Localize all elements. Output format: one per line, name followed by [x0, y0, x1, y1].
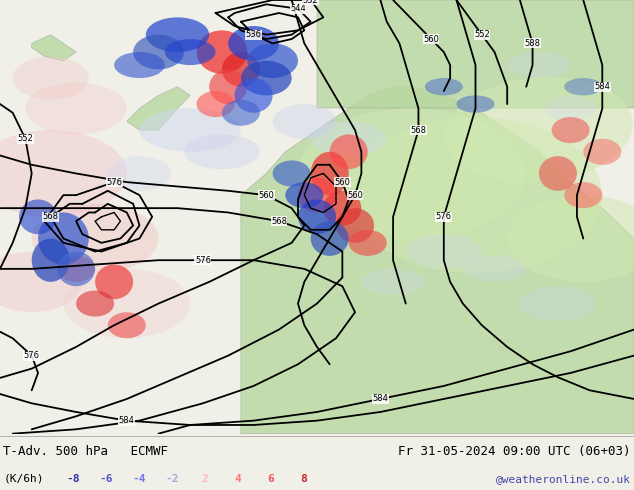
- Ellipse shape: [209, 70, 247, 104]
- Ellipse shape: [298, 199, 336, 234]
- Text: -4: -4: [132, 474, 146, 484]
- Text: 552: 552: [474, 30, 489, 39]
- Text: 8: 8: [301, 474, 307, 484]
- Ellipse shape: [108, 156, 171, 191]
- Ellipse shape: [273, 104, 336, 139]
- Ellipse shape: [146, 17, 209, 52]
- Text: 568: 568: [42, 212, 59, 221]
- Ellipse shape: [114, 52, 165, 78]
- Polygon shape: [317, 0, 634, 108]
- Ellipse shape: [311, 221, 349, 256]
- Text: -2: -2: [165, 474, 179, 484]
- Ellipse shape: [406, 234, 482, 269]
- Ellipse shape: [583, 139, 621, 165]
- Ellipse shape: [241, 61, 292, 96]
- Ellipse shape: [298, 108, 526, 239]
- Ellipse shape: [445, 77, 633, 183]
- Ellipse shape: [336, 208, 374, 243]
- Ellipse shape: [456, 96, 495, 113]
- Ellipse shape: [273, 160, 311, 187]
- Ellipse shape: [57, 256, 95, 282]
- Ellipse shape: [25, 82, 127, 134]
- Polygon shape: [241, 87, 634, 434]
- Ellipse shape: [139, 108, 241, 152]
- Text: 588: 588: [524, 39, 541, 48]
- Ellipse shape: [330, 134, 368, 169]
- Ellipse shape: [63, 269, 190, 338]
- Ellipse shape: [222, 100, 260, 126]
- Text: 552: 552: [303, 0, 318, 4]
- Ellipse shape: [552, 117, 590, 143]
- Ellipse shape: [323, 191, 361, 225]
- Ellipse shape: [235, 78, 273, 113]
- Ellipse shape: [507, 195, 634, 282]
- Ellipse shape: [228, 26, 279, 61]
- Text: 552: 552: [18, 134, 33, 143]
- Ellipse shape: [311, 122, 387, 156]
- Ellipse shape: [0, 251, 82, 312]
- Ellipse shape: [425, 78, 463, 96]
- Text: 568: 568: [410, 125, 427, 135]
- Ellipse shape: [95, 265, 133, 299]
- Text: 576: 576: [23, 351, 40, 360]
- Text: 584: 584: [372, 394, 389, 403]
- Text: 560: 560: [423, 34, 439, 44]
- Text: -8: -8: [66, 474, 80, 484]
- Ellipse shape: [38, 213, 89, 265]
- Ellipse shape: [539, 156, 577, 191]
- Ellipse shape: [564, 78, 602, 96]
- Ellipse shape: [507, 52, 571, 78]
- Ellipse shape: [247, 44, 298, 78]
- Ellipse shape: [349, 230, 387, 256]
- Ellipse shape: [298, 178, 336, 213]
- Ellipse shape: [76, 291, 114, 317]
- Ellipse shape: [32, 204, 158, 273]
- Text: 576: 576: [195, 256, 211, 265]
- Ellipse shape: [285, 182, 323, 208]
- Ellipse shape: [545, 96, 596, 122]
- Text: (K/6h): (K/6h): [3, 474, 44, 484]
- Ellipse shape: [108, 312, 146, 338]
- Ellipse shape: [133, 35, 184, 70]
- Text: 560: 560: [258, 191, 275, 199]
- Ellipse shape: [349, 117, 602, 273]
- Ellipse shape: [197, 30, 247, 74]
- Text: 568: 568: [271, 217, 287, 226]
- Ellipse shape: [361, 269, 425, 295]
- Text: T-Adv. 500 hPa   ECMWF: T-Adv. 500 hPa ECMWF: [3, 445, 168, 458]
- Ellipse shape: [57, 251, 95, 286]
- Text: 576: 576: [106, 178, 122, 187]
- Ellipse shape: [0, 130, 127, 217]
- Text: 2: 2: [202, 474, 208, 484]
- Ellipse shape: [520, 286, 596, 321]
- Text: @weatheronline.co.uk: @weatheronline.co.uk: [496, 474, 631, 484]
- Ellipse shape: [463, 256, 526, 282]
- Ellipse shape: [184, 134, 260, 169]
- Text: 4: 4: [235, 474, 241, 484]
- Ellipse shape: [311, 152, 349, 195]
- Text: 576: 576: [436, 212, 452, 221]
- Text: 584: 584: [594, 82, 611, 91]
- Polygon shape: [127, 87, 190, 130]
- Text: Fr 31-05-2024 09:00 UTC (06+03): Fr 31-05-2024 09:00 UTC (06+03): [398, 445, 631, 458]
- Ellipse shape: [222, 52, 260, 87]
- Text: 560: 560: [347, 191, 363, 199]
- Ellipse shape: [165, 39, 216, 65]
- Ellipse shape: [19, 199, 57, 234]
- Text: 584: 584: [119, 416, 135, 425]
- Polygon shape: [32, 35, 76, 61]
- Ellipse shape: [13, 56, 89, 100]
- Text: 6: 6: [268, 474, 274, 484]
- Text: 560: 560: [334, 178, 351, 187]
- Ellipse shape: [32, 239, 70, 282]
- Ellipse shape: [564, 182, 602, 208]
- Text: 544: 544: [290, 4, 306, 13]
- Ellipse shape: [197, 91, 235, 117]
- Text: -6: -6: [99, 474, 113, 484]
- Text: 536: 536: [245, 30, 262, 39]
